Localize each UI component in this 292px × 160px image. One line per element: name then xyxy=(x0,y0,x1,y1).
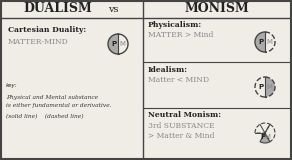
Text: M: M xyxy=(266,84,272,90)
Text: Neutral Monism:: Neutral Monism: xyxy=(148,111,221,119)
Text: > Matter & Mind: > Matter & Mind xyxy=(148,132,215,140)
Text: MONISM: MONISM xyxy=(185,3,249,16)
Text: Matter < MIND: Matter < MIND xyxy=(148,76,209,84)
Text: vs: vs xyxy=(108,4,118,13)
Text: key:: key: xyxy=(6,83,18,88)
Text: 3rd SUBSTANCE: 3rd SUBSTANCE xyxy=(148,122,215,130)
Polygon shape xyxy=(255,77,265,97)
Text: Physicalism:: Physicalism: xyxy=(148,21,202,29)
Text: Physical and Mental substance: Physical and Mental substance xyxy=(6,95,98,100)
Wedge shape xyxy=(265,124,275,142)
Polygon shape xyxy=(265,77,275,97)
Text: M: M xyxy=(266,39,272,45)
Wedge shape xyxy=(260,133,270,143)
Polygon shape xyxy=(255,32,265,52)
Text: DUALISM: DUALISM xyxy=(24,3,92,16)
Text: M: M xyxy=(265,134,270,140)
Text: Idealism:: Idealism: xyxy=(148,66,188,74)
Text: P: P xyxy=(111,41,117,47)
Text: Cartesian Duality:: Cartesian Duality: xyxy=(8,26,86,34)
Wedge shape xyxy=(255,123,270,133)
Text: P: P xyxy=(258,84,263,90)
Text: M: M xyxy=(119,41,125,47)
Polygon shape xyxy=(265,32,275,52)
Text: MATTER > Mind: MATTER > Mind xyxy=(148,31,213,39)
Polygon shape xyxy=(118,34,128,54)
Text: P: P xyxy=(258,39,263,45)
Text: (solid line)    (dashed line): (solid line) (dashed line) xyxy=(6,114,84,120)
Text: P: P xyxy=(260,134,265,140)
Text: is either fundamental or derivative.: is either fundamental or derivative. xyxy=(6,104,112,108)
Polygon shape xyxy=(108,34,118,54)
Text: MATTER-MIND: MATTER-MIND xyxy=(8,38,69,46)
